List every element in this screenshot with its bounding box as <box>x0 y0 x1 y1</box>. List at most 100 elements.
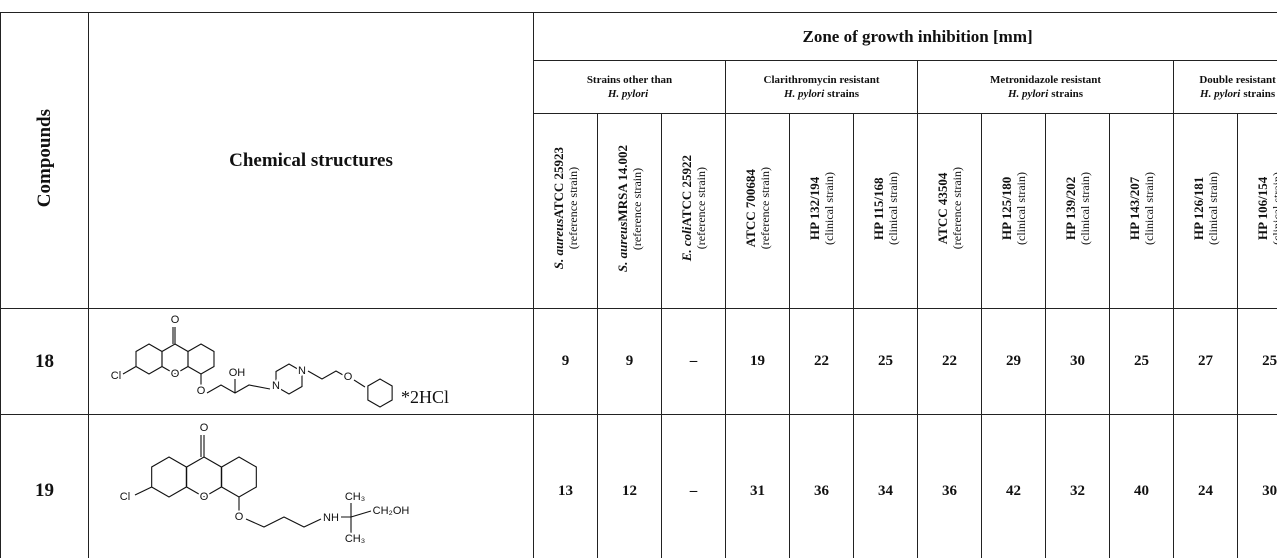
atom: N <box>272 380 280 392</box>
strain-header: E. coliATCC 25922 (reference strain) <box>661 113 726 309</box>
group-header: Double resistant H. pylori strains <box>1172 60 1277 114</box>
strain-name: E. coliATCC 25922 <box>679 155 694 261</box>
strain-name: S. aureusMRSA 14.002 <box>615 145 630 272</box>
group-species: H. pylori <box>1007 88 1049 100</box>
strain-note: (clinical strain) <box>885 172 900 245</box>
strain-label: HP 139/202 (clinical strain) <box>1063 172 1093 245</box>
group-line: Clarithromycin resistant <box>763 74 880 86</box>
strain-label: HP 126/181 (clinical strain) <box>1191 172 1221 245</box>
bond <box>341 503 352 518</box>
bond <box>134 486 152 496</box>
value-cell: 25 <box>853 308 918 415</box>
strain-name: HP 106/154 <box>1255 172 1270 245</box>
structure-cell: O O Cl O OH N N O *2HCl <box>88 308 534 415</box>
atom: CH₃ <box>345 533 365 545</box>
atom: O <box>171 368 180 380</box>
strain-note: (reference strain) <box>949 167 964 250</box>
strain-label: S. aureusMRSA 14.002 (reference strain) <box>615 145 645 272</box>
atom: CH₂OH <box>373 505 410 517</box>
strain-label: HP 132/194 (clinical strain) <box>807 172 837 245</box>
bond <box>367 378 393 408</box>
group-species: H. pylori <box>1200 88 1241 100</box>
group-row: Strains other than H. pylori Clarithromyci… <box>1 60 1277 114</box>
value-cell: 36 <box>789 414 854 558</box>
species: E. coli <box>678 226 694 262</box>
group-species: H. pylori <box>783 88 825 100</box>
compound-id: 18 <box>0 308 89 415</box>
strain-name: HP 115/168 <box>871 172 886 245</box>
strain-note: (clinical strain) <box>1269 172 1277 245</box>
group-line: H. pylori strains <box>1174 87 1277 101</box>
group-line: H. pylori strains <box>918 87 1173 101</box>
strain-code: HP 125/180 <box>998 176 1014 241</box>
group-line: Metronidazole resistant <box>989 74 1102 86</box>
value-cell: 13 <box>533 414 598 558</box>
strain-label: ATCC 43504 (reference strain) <box>935 167 965 249</box>
compound-row: 19 O O Cl O NH CH₃ CH₂OH CH₃ 13 12–31 36 34… <box>0 414 1277 558</box>
value-cell: 30 <box>1236 414 1277 558</box>
inhibition-table: Compounds Chemical structures Zone of grow… <box>0 12 1277 558</box>
strain-name: ATCC 700684 <box>743 167 758 249</box>
strain-note: (clinical strain) <box>1077 172 1092 245</box>
atom: O <box>235 511 244 523</box>
atom: O <box>344 371 353 383</box>
structure-18: O O Cl O OH N N O *2HCl <box>109 312 451 409</box>
strain-note: (clinical strain) <box>821 172 836 245</box>
strain-code: ATCC 25922 <box>678 155 694 227</box>
compounds-label: Compounds <box>34 108 55 208</box>
value-cell: 9 <box>597 308 662 415</box>
strain-header: S. aureusMRSA 14.002 (reference strain) <box>597 113 662 309</box>
strain-note: (reference strain) <box>757 167 772 250</box>
group-species: H. pylori <box>607 88 649 100</box>
strain-header: HP 143/207 (clinical strain) <box>1109 113 1174 309</box>
value-cell: 29 <box>981 308 1046 415</box>
strain-header: HP 139/202 (clinical strain) <box>1045 113 1110 309</box>
strain-label: HP 143/207 (clinical strain) <box>1127 172 1157 245</box>
value-cell: 32 <box>1045 414 1110 558</box>
species: S. aureus <box>550 219 566 270</box>
value-cell: 24 <box>1173 414 1238 558</box>
value-cell: 40 <box>1109 414 1174 558</box>
strain-note: (reference strain) <box>693 167 708 250</box>
structures-header: Chemical structures <box>88 12 534 309</box>
strain-note: (reference strain) <box>629 167 644 250</box>
strain-name: HP 139/202 <box>1063 172 1078 245</box>
value-cell: 30 <box>1045 308 1110 415</box>
strain-name: HP 132/194 <box>807 172 822 245</box>
strain-label: HP 125/180 (clinical strain) <box>999 172 1029 245</box>
value-cell: 27 <box>1173 308 1238 415</box>
atom: N <box>298 365 306 377</box>
strain-label: HP 115/168 (clinical strain) <box>871 172 901 245</box>
atom: NH <box>323 512 339 524</box>
atom: Cl <box>111 370 121 382</box>
strain-note: (reference strain) <box>565 167 580 250</box>
strain-note: (clinical strain) <box>1141 172 1156 245</box>
value-cell: 9 <box>533 308 598 415</box>
strain-header: HP 115/168 (clinical strain) <box>853 113 918 309</box>
strain-name: ATCC 43504 <box>935 167 950 249</box>
group-line: Strains other than <box>586 74 673 86</box>
value-cell: 25 <box>1109 308 1174 415</box>
strain-code: HP 106/154 <box>1254 176 1270 241</box>
strain-label: ATCC 700684 (reference strain) <box>743 167 773 249</box>
bond <box>135 343 163 375</box>
bond <box>275 363 303 395</box>
group-rest: strains <box>1243 88 1276 100</box>
strain-code: ATCC 700684 <box>742 169 758 248</box>
bond <box>245 516 322 528</box>
strain-code: HP 126/181 <box>1190 176 1206 241</box>
strain-header: HP 126/181 (clinical strain) <box>1173 113 1238 309</box>
group-header: Strains other than H. pylori <box>533 60 726 114</box>
group-line: H. pylori strains <box>726 87 917 101</box>
value-cell: 42 <box>981 414 1046 558</box>
group-rest: strains <box>827 88 860 100</box>
bond <box>151 456 187 498</box>
value-cell: 19 <box>725 308 790 415</box>
header-row: Compounds Chemical structures Zone of grow… <box>0 12 1277 309</box>
strain-header: HP 125/180 (clinical strain) <box>981 113 1046 309</box>
atom: Cl <box>120 491 130 503</box>
strain-header: HP 106/154 (clinical strain) <box>1236 113 1277 309</box>
atom: OH <box>229 367 246 379</box>
atom: O <box>200 422 209 434</box>
